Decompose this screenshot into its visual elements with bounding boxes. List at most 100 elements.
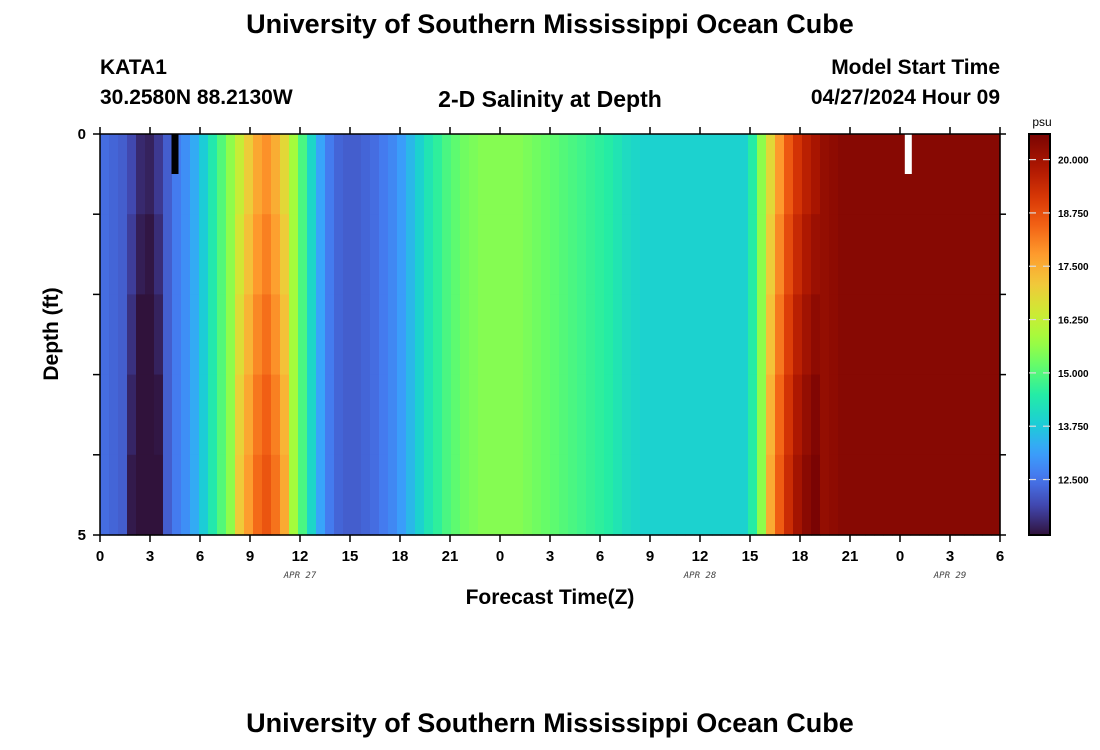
heatmap-cell (757, 374, 767, 456)
heatmap-cell (154, 294, 164, 376)
heatmap-cell (739, 134, 749, 215)
heatmap-cell (910, 134, 920, 215)
heatmap-cell (613, 214, 623, 295)
heatmap-cell (334, 294, 344, 376)
heatmap-cell (469, 134, 479, 215)
heatmap-cell (433, 214, 443, 295)
heatmap-cell (406, 134, 416, 215)
x-tick-label: 12 (692, 548, 709, 565)
heatmap-cell (217, 134, 227, 215)
heatmap-cell (307, 374, 317, 456)
heatmap-cell (172, 294, 182, 376)
heatmap-cell (154, 454, 164, 536)
heatmap-cell (343, 294, 353, 376)
heatmap-cell (757, 294, 767, 376)
colorbar-tick-label: 12.500 (1058, 476, 1089, 487)
heatmap-cell (649, 374, 659, 456)
heatmap-cell (748, 214, 758, 295)
heatmap-cell (712, 134, 722, 215)
heatmap-cell (415, 294, 425, 376)
heatmap-cell (676, 294, 686, 376)
heatmap-cell (892, 214, 902, 295)
heatmap-cell (199, 214, 209, 295)
heatmap-cell (829, 214, 839, 295)
heatmap-cell (676, 374, 686, 456)
heatmap-cell (586, 134, 596, 215)
heatmap-cell (676, 214, 686, 295)
heatmap-cell (865, 134, 875, 215)
heatmap-cell (478, 374, 488, 456)
heatmap-cell (865, 294, 875, 376)
heatmap-cell (721, 214, 731, 295)
footer-title: University of Southern Mississippi Ocean… (246, 708, 854, 738)
heatmap-cell (838, 134, 848, 215)
heatmap-cell (775, 454, 785, 536)
heatmap-cell (676, 134, 686, 215)
heatmap-cell (442, 294, 452, 376)
x-tick-label: 6 (196, 548, 204, 565)
heatmap-cell (334, 454, 344, 536)
heatmap-cell (802, 374, 812, 456)
heatmap-cell (226, 454, 236, 536)
heatmap-cell (550, 134, 560, 215)
heatmap-cell (262, 134, 272, 215)
heatmap-cell (406, 374, 416, 456)
heatmap-cell (298, 294, 308, 376)
heatmap-cell (442, 134, 452, 215)
heatmap-cell (919, 134, 929, 215)
heatmap-cell (217, 214, 227, 295)
heatmap-cell (658, 294, 668, 376)
heatmap-cell (505, 454, 515, 536)
heatmap-cell (343, 454, 353, 536)
heatmap-cell (793, 454, 803, 536)
heatmap-cell (892, 374, 902, 456)
heatmap-cell (631, 454, 641, 536)
heatmap-cell (397, 134, 407, 215)
colorbar-tick-label: 15.000 (1058, 369, 1089, 380)
heatmap-cell (334, 374, 344, 456)
heatmap-cell (163, 294, 173, 376)
heatmap-cell (613, 454, 623, 536)
heatmap-cell (271, 374, 281, 456)
heatmap-cell (118, 374, 128, 456)
heatmap-cell (964, 134, 974, 215)
heatmap-cell (415, 214, 425, 295)
x-tick-label: 0 (496, 548, 504, 565)
heatmap-cell (505, 134, 515, 215)
heatmap-cell (100, 374, 110, 456)
heatmap-cell (946, 294, 956, 376)
heatmap-cell (811, 454, 821, 536)
heatmap-cell (253, 294, 263, 376)
heatmap-cell (730, 134, 740, 215)
heatmap-cell (532, 374, 542, 456)
heatmap-cell (379, 294, 389, 376)
heatmap-cell (352, 294, 362, 376)
heatmap-cell (595, 454, 605, 536)
heatmap-cell (397, 374, 407, 456)
heatmap-cell (721, 454, 731, 536)
x-tick-label: 3 (146, 548, 154, 565)
heatmap-cell (235, 294, 245, 376)
heatmap-cell (406, 294, 416, 376)
heatmap-cell (298, 134, 308, 215)
heatmap-cell (757, 214, 767, 295)
heatmap-cell (595, 214, 605, 295)
heatmap-cell (442, 454, 452, 536)
heatmap-cell (865, 214, 875, 295)
heatmap-cell (163, 454, 173, 536)
heatmap-cell (775, 214, 785, 295)
heatmap-cell (730, 214, 740, 295)
heatmap-cell (361, 294, 371, 376)
heatmap-cell (172, 454, 182, 536)
heatmap-cell (325, 294, 335, 376)
heatmap-cell (379, 374, 389, 456)
heatmap-cell (100, 214, 110, 295)
heatmap-cell (253, 454, 263, 536)
heatmap-cell (235, 134, 245, 215)
heatmap-cell (136, 134, 146, 215)
heatmap-cell (118, 214, 128, 295)
heatmap-cell (910, 294, 920, 376)
heatmap-cell (109, 294, 119, 376)
surface-marker (904, 134, 912, 174)
heatmap-cell (874, 214, 884, 295)
